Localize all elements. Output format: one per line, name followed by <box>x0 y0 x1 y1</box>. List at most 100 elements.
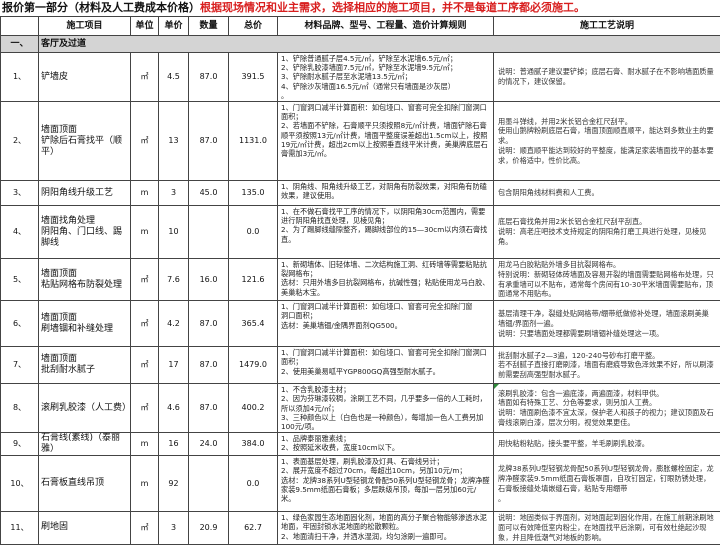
total-price[interactable]: 365.4 <box>229 301 278 347</box>
quantity[interactable]: 45.0 <box>189 181 229 206</box>
total-price[interactable]: 135.0 <box>229 181 278 206</box>
total-price[interactable]: 62.7 <box>229 512 278 544</box>
unit[interactable]: ㎡ <box>131 301 159 347</box>
row-number[interactable]: 10、 <box>1 456 39 512</box>
row-number[interactable]: 3、 <box>1 181 39 206</box>
unit-price[interactable]: 92 <box>159 456 189 512</box>
quantity[interactable]: 87.0 <box>189 301 229 347</box>
item-name[interactable]: 阴阳角线升级工艺 <box>39 181 131 206</box>
quantity[interactable]: 87.0 <box>189 347 229 384</box>
unit-price[interactable]: 4.2 <box>159 301 189 347</box>
unit[interactable]: ㎡ <box>131 347 159 384</box>
unit[interactable]: ㎡ <box>131 512 159 544</box>
row-number[interactable]: 7、 <box>1 347 39 384</box>
item-name[interactable]: 铲墙皮 <box>39 53 131 102</box>
unit-price[interactable]: 16 <box>159 433 189 456</box>
process-description[interactable]: 用龙马白胶粘贴外墙多目抗裂网格布。 特别说明：新砌轻体砖墙面及容易开裂的墙面需要… <box>494 259 720 301</box>
process-description[interactable]: 说明：普通腻子建议要铲掉；底层石膏、耐水腻子在不影响墙面质量的情况下，建议保留。 <box>494 53 720 102</box>
row-number[interactable]: 9、 <box>1 433 39 456</box>
materials-rules[interactable]: 1、铲除普通腻子层4.5元/㎡，铲除至水泥墙6.5元/㎡； 2、铲除乳胶漆墙面7… <box>278 53 494 102</box>
item-name[interactable]: 刷地固 <box>39 512 131 544</box>
quantity[interactable] <box>189 456 229 512</box>
materials-rules[interactable]: 1、门窗洞口减半计算面积：如包垭口、窗套可完全扣除门窗洞口面积； 2、若墙面不铲… <box>278 102 494 181</box>
item-name[interactable]: 石膏板直线吊顶 <box>39 456 131 512</box>
materials-rules[interactable]: 1、门窗洞口减半计算面积：如包垭口、窗套可完全扣除门窗洞口面积； 2、使用美巢易… <box>278 347 494 384</box>
item-name[interactable]: 墙面顶面 铲除后石膏找平（顺平） <box>39 102 131 181</box>
unit[interactable]: ㎡ <box>131 102 159 181</box>
title-main: 报价第一部分（材料及人工费成本价格） <box>2 1 200 14</box>
materials-rules[interactable]: 1、阴角线、阳角线升级工艺，对阴角有防裂效果，对阳角有防磕效果，建议使用。 <box>278 181 494 206</box>
total-price[interactable]: 1479.0 <box>229 347 278 384</box>
quantity[interactable]: 87.0 <box>189 102 229 181</box>
materials-rules[interactable]: 1、新砌墙体、旧轻体墙、二次结构施工洞、红砖墙等需要粘贴抗裂网格布； 选材：只用… <box>278 259 494 301</box>
total-price[interactable]: 391.5 <box>229 53 278 102</box>
process-description[interactable]: 龙牌38系列U型轻钢龙骨配50系列U型轻钢龙骨，膨胀螺栓固定，龙牌净醛家装9.5… <box>494 456 720 512</box>
row-number[interactable]: 2、 <box>1 102 39 181</box>
item-name[interactable]: 滚刷乳胶漆（人工费） <box>39 384 131 433</box>
process-description[interactable]: 批刮耐水腻子2—3遍，120-240号砂布打磨平整。 若不刮腻子直接打磨刷漆，墙… <box>494 347 720 384</box>
unit[interactable]: m <box>131 456 159 512</box>
quantity[interactable] <box>189 206 229 259</box>
quantity[interactable]: 16.0 <box>189 259 229 301</box>
unit[interactable]: ㎡ <box>131 259 159 301</box>
item-name[interactable]: 石膏线(素线)（泰丽雅） <box>39 433 131 456</box>
unit-price[interactable]: 7.6 <box>159 259 189 301</box>
total-price[interactable]: 400.2 <box>229 384 278 433</box>
header-row: 施工项目 单位 单价 数量 总价 材料品牌、型号、工程量、造价计算规则 施工工艺… <box>1 17 720 36</box>
materials-rules[interactable]: 1、不含乳胶漆主材； 2、因为芬琳漆较稠，涂刷工艺不同，几乎要多一倍的人工耗时，… <box>278 384 494 433</box>
materials-rules[interactable]: 1、表面基层处理，刷乳胶漆及灯具、石膏线另计； 2、展开宽度不超过70cm，每超… <box>278 456 494 512</box>
row-number[interactable]: 4、 <box>1 206 39 259</box>
process-description[interactable]: 说明：地固类似于界面剂，对地面起到固化作用，在施工前期涂刷地面可以有效降低室内粉… <box>494 512 720 544</box>
unit-price[interactable]: 10 <box>159 206 189 259</box>
process-description[interactable]: 滚刷乳胶漆：包含一遍底漆，两遍面漆，材料甲供。 墙面如有特殊工艺、分色等要求，则… <box>494 384 720 433</box>
sheet-title: 报价第一部分（材料及人工费成本价格）根据现场情况和业主需求，选择相应的施工项目，… <box>0 0 720 16</box>
item-name[interactable]: 墙面顶面 刷墙锢和补缝处理 <box>39 301 131 347</box>
total-price[interactable]: 0.0 <box>229 206 278 259</box>
quote-table: 施工项目 单位 单价 数量 总价 材料品牌、型号、工程量、造价计算规则 施工工艺… <box>0 16 720 545</box>
materials-rules[interactable]: 1、门窗洞口减半计算面积：如包垭口、窗套可完全扣除门窗 洞口面积； 选材：美巢墙… <box>278 301 494 347</box>
total-price[interactable]: 384.0 <box>229 433 278 456</box>
materials-rules[interactable]: 1、品牌泰丽雅素线； 2、按照延米收费，宽度10cm以下。 <box>278 433 494 456</box>
quantity[interactable]: 24.0 <box>189 433 229 456</box>
section-name: 客厅及过道 <box>39 36 720 53</box>
unit-price[interactable]: 3 <box>159 181 189 206</box>
process-description[interactable]: 包含阴阳角线材料费和人工费。 <box>494 181 720 206</box>
process-description[interactable]: 用墨斗弹线，并用2米长铝合金杠尺刮平。 使用山鹅牌粉刷底层石膏，墙面顶面顺直顺平… <box>494 102 720 181</box>
unit[interactable]: m <box>131 181 159 206</box>
materials-rules[interactable]: 1、绿色家园生态地面固化剂，地面的高分子聚合物能够渗透水泥地面，牢固封锁水泥地面… <box>278 512 494 544</box>
process-description[interactable]: 基层清理干净，裂缝处贴网格带/绷带纸做修补处理，墙面滚刷美巢墙锢/界面剂一遍。 … <box>494 301 720 347</box>
quantity[interactable]: 87.0 <box>189 53 229 102</box>
row-number[interactable]: 11、 <box>1 512 39 544</box>
unit[interactable]: m <box>131 206 159 259</box>
row-number[interactable]: 6、 <box>1 301 39 347</box>
comment-indicator-icon[interactable] <box>494 384 499 389</box>
row-number[interactable]: 1、 <box>1 53 39 102</box>
materials-rules[interactable]: 1、在不做石膏找平工序的情况下，以阴阳角30cm范围内，需要进行阴阳角找直处理，… <box>278 206 494 259</box>
item-name[interactable]: 墙面顶面 粘贴网格布防裂处理 <box>39 259 131 301</box>
total-price[interactable]: 121.6 <box>229 259 278 301</box>
item-name[interactable]: 墙面顶面 批刮耐水腻子 <box>39 347 131 384</box>
item-name[interactable]: 墙面找角处理 阴阳角、门口线、踢脚线 <box>39 206 131 259</box>
unit[interactable]: m <box>131 433 159 456</box>
unit-price[interactable]: 4.5 <box>159 53 189 102</box>
unit-price[interactable]: 3 <box>159 512 189 544</box>
process-description[interactable]: 底层石膏找角并用2米长铝合金杠尺刮平刮直。 说明：高老庄吧技术支持规定的阴阳角打… <box>494 206 720 259</box>
quantity[interactable]: 87.0 <box>189 384 229 433</box>
process-description[interactable]: 用快粘粉粘贴，接头要平整，羊毛刷刷乳胶漆。 <box>494 433 720 456</box>
section-row: 一、 客厅及过道 <box>1 36 720 53</box>
unit[interactable]: ㎡ <box>131 53 159 102</box>
row-number[interactable]: 5、 <box>1 259 39 301</box>
quantity[interactable]: 20.9 <box>189 512 229 544</box>
total-price[interactable]: 1131.0 <box>229 102 278 181</box>
total-price[interactable]: 0.0 <box>229 456 278 512</box>
unit-price[interactable]: 4.6 <box>159 384 189 433</box>
unit[interactable]: ㎡ <box>131 384 159 433</box>
unit-price[interactable]: 13 <box>159 102 189 181</box>
row-number[interactable]: 8、 <box>1 384 39 433</box>
unit-price[interactable]: 17 <box>159 347 189 384</box>
